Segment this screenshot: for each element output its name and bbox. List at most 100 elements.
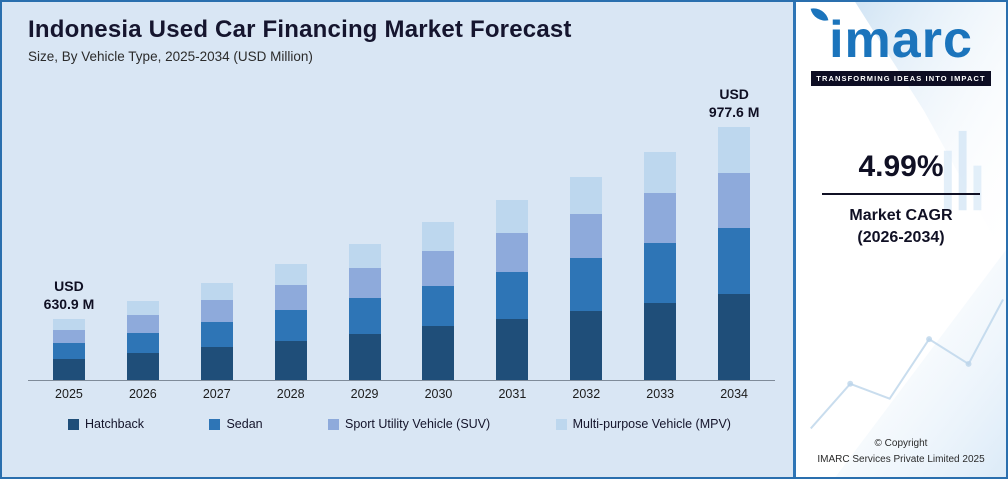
bar-segment-hatchback-2031 <box>496 318 529 380</box>
bar-segment-hatchback-2034 <box>718 293 751 380</box>
bar-segment-mpv-2033 <box>644 152 677 194</box>
stacked-bar-2032 <box>570 177 603 380</box>
x-label-2027: 2027 <box>202 387 231 401</box>
cagr-label: Market CAGR <box>849 207 953 224</box>
bar-segment-hatchback-2028 <box>274 340 307 380</box>
bar-segment-sedan-2026 <box>126 332 159 354</box>
x-label-2025: 2025 <box>55 387 83 401</box>
x-axis: 2025 2026 2027 2028 2029 2030 2031 2032 2033 2034 <box>28 380 775 401</box>
bar-segment-suv-2030 <box>422 250 455 286</box>
logo-tagline: TRANSFORMING IDEAS INTO IMPACT <box>811 71 991 86</box>
copyright: © Copyright IMARC Services Private Limit… <box>817 436 984 467</box>
x-label-2030: 2030 <box>424 387 453 401</box>
bar-group-2028 <box>254 264 328 380</box>
legend: Hatchback Sedan Sport Utility Vehicle (SUV… <box>28 417 775 431</box>
legend-item-suv: Sport Utility Vehicle (SUV) <box>328 417 490 431</box>
x-label-2034: 2034 <box>720 387 749 401</box>
bar-segment-mpv-2025 <box>52 318 85 330</box>
bar-segment-mpv-2026 <box>126 301 159 316</box>
page-subtitle: Size, By Vehicle Type, 2025-2034 (USD Mi… <box>28 49 313 64</box>
legend-swatch-hatchback <box>68 418 79 430</box>
bar-segment-suv-2029 <box>348 268 381 299</box>
bar-segment-mpv-2034 <box>718 127 751 173</box>
annotation-line: USD <box>719 85 749 102</box>
annotation-line: 630.9 M <box>43 295 95 312</box>
bar-segment-mpv-2029 <box>348 243 381 269</box>
stacked-bar-2033 <box>644 152 677 380</box>
legend-item-hatchback: Hatchback <box>68 417 144 431</box>
bar-segment-mpv-2027 <box>200 282 233 301</box>
bar-segment-sedan-2031 <box>496 272 529 319</box>
bar-group-2032 <box>549 177 623 380</box>
bar-group-2027 <box>180 282 254 380</box>
bar-segment-sedan-2027 <box>200 321 233 348</box>
stacked-bar-2030 <box>422 222 455 380</box>
bar-segment-mpv-2031 <box>496 200 529 233</box>
bar-segment-sedan-2033 <box>644 243 677 303</box>
legend-label-suv: Sport Utility Vehicle (SUV) <box>345 417 491 431</box>
bar-segment-sedan-2028 <box>274 310 307 341</box>
legend-swatch-suv <box>328 418 339 430</box>
imarc-logo-text: imarc <box>829 11 973 69</box>
bar-group-2029 <box>328 243 402 380</box>
legend-item-mpv: Multi-purpose Vehicle (MPV) <box>555 417 731 431</box>
imarc-logo: imarc <box>810 5 990 69</box>
logo-block: imarc TRANSFORMING IDEAS INTO IMPACT <box>810 5 991 86</box>
chart-side: Indonesia Used Car Financing Market Fore… <box>2 2 793 477</box>
bar-segment-sedan-2032 <box>570 258 603 311</box>
bar-segment-hatchback-2032 <box>570 310 603 380</box>
bar-group-2030 <box>402 222 476 380</box>
bar-group-2026 <box>106 301 180 380</box>
bar-group-2034: USD 977.6 M <box>697 85 771 380</box>
legend-label-sedan: Sedan <box>226 417 263 431</box>
bar-segment-hatchback-2029 <box>348 333 381 380</box>
annotation-line: 977.6 M <box>708 103 760 120</box>
annotation-line: USD <box>54 277 84 294</box>
bar-segment-suv-2032 <box>570 213 603 259</box>
bar-segment-hatchback-2033 <box>644 302 677 380</box>
bar-segment-sedan-2025 <box>52 343 85 360</box>
x-label-2031: 2031 <box>498 387 527 401</box>
x-label-2029: 2029 <box>350 387 379 401</box>
bar-segment-suv-2033 <box>644 193 677 244</box>
legend-label-hatchback: Hatchback <box>85 417 145 431</box>
bar-segment-mpv-2032 <box>570 177 603 214</box>
bar-segment-suv-2028 <box>274 284 307 311</box>
bar-segment-hatchback-2026 <box>126 353 159 380</box>
stacked-bar-2027 <box>200 282 233 380</box>
bar-segment-suv-2034 <box>718 172 751 229</box>
cagr-divider <box>822 193 980 195</box>
cagr-block: 4.99% Market CAGR (2026-2034) <box>822 150 980 248</box>
bar-segment-sedan-2029 <box>348 298 381 334</box>
bar-group-2025: USD 630.9 M <box>32 277 106 380</box>
bar-segment-sedan-2034 <box>718 228 751 294</box>
stacked-bar-2026 <box>126 301 159 380</box>
copyright-line-2: IMARC Services Private Limited 2025 <box>817 453 985 465</box>
bar-group-2033 <box>623 152 697 380</box>
bar-segment-hatchback-2025 <box>52 359 85 380</box>
cagr-years: (2026-2034) <box>857 228 945 246</box>
x-label-2028: 2028 <box>276 387 305 401</box>
stacked-bar-2028 <box>274 264 307 380</box>
brand-panel: imarc TRANSFORMING IDEAS INTO IMPACT 4.9… <box>793 2 1006 477</box>
bar-segment-hatchback-2027 <box>200 347 233 380</box>
stacked-bar-2034 <box>718 127 751 380</box>
stacked-bar-2025 <box>52 318 85 380</box>
bar-segment-suv-2026 <box>126 315 159 333</box>
bar-segment-suv-2025 <box>52 329 85 344</box>
bar-segment-suv-2031 <box>496 232 529 273</box>
leaf-icon <box>810 5 829 24</box>
x-label-2026: 2026 <box>128 387 157 401</box>
copyright-line-1: © Copyright <box>874 438 928 449</box>
bar-segment-mpv-2028 <box>274 264 307 285</box>
bar-segment-hatchback-2030 <box>422 326 455 380</box>
legend-swatch-mpv <box>555 418 567 430</box>
bar-group-2031 <box>475 200 549 380</box>
plot-area: USD 630.9 M USD 977.6 M <box>28 68 775 380</box>
page-title: Indonesia Used Car Financing Market Fore… <box>28 16 572 43</box>
bar-annotation-2034: USD 977.6 M <box>709 85 760 121</box>
stacked-bar-2029 <box>348 243 381 380</box>
legend-label-mpv: Multi-purpose Vehicle (MPV) <box>572 417 731 431</box>
cagr-value: 4.99% <box>858 150 944 183</box>
